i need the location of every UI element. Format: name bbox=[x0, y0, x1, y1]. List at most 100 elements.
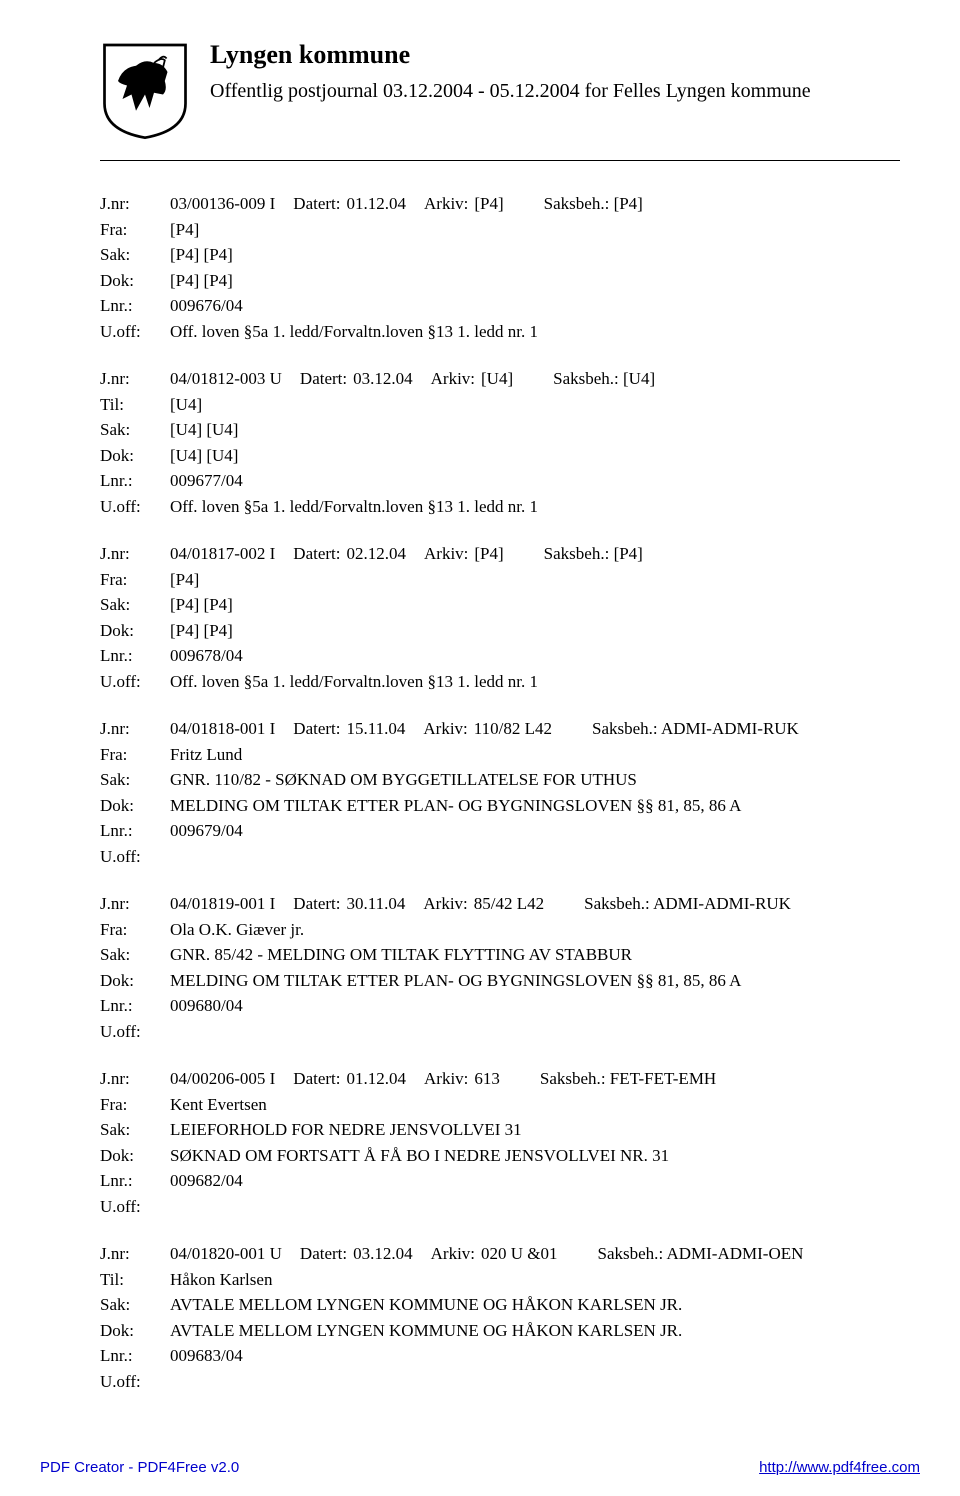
uoff-label: U.off: bbox=[100, 669, 170, 695]
saksbeh-value: : [P4] bbox=[605, 541, 643, 567]
uoff-value: Off. loven §5a 1. ledd/Forvaltn.loven §1… bbox=[170, 494, 900, 520]
uoff-value bbox=[170, 844, 900, 870]
entry-header-line: 04/01817-002 I Datert: 02.12.04 Arkiv: [… bbox=[170, 541, 900, 567]
dok-value: [P4] [P4] bbox=[170, 268, 900, 294]
entry-header-line: 04/01820-001 U Datert: 03.12.04 Arkiv: 0… bbox=[170, 1241, 900, 1267]
saksbeh-value: : ADMI-ADMI-RUK bbox=[645, 891, 791, 917]
datert-label: Datert: bbox=[300, 366, 347, 392]
sak-value: GNR. 110/82 - SØKNAD OM BYGGETILLATELSE … bbox=[170, 767, 900, 793]
party-label: Fra: bbox=[100, 917, 170, 943]
party-label: Til: bbox=[100, 1267, 170, 1293]
dok-value: MELDING OM TILTAK ETTER PLAN- OG BYGNING… bbox=[170, 793, 900, 819]
saksbeh-value: : [P4] bbox=[605, 191, 643, 217]
sak-label: Sak: bbox=[100, 942, 170, 968]
sak-value: GNR. 85/42 - MELDING OM TILTAK FLYTTING … bbox=[170, 942, 900, 968]
saksbeh-label: Saksbeh. bbox=[540, 1066, 601, 1092]
sak-value: AVTALE MELLOM LYNGEN KOMMUNE OG HÅKON KA… bbox=[170, 1292, 900, 1318]
datert-label: Datert: bbox=[300, 1241, 347, 1267]
party-label: Fra: bbox=[100, 742, 170, 768]
uoff-value bbox=[170, 1019, 900, 1045]
uoff-label: U.off: bbox=[100, 1369, 170, 1395]
page-footer: PDF Creator - PDF4Free v2.0 http://www.p… bbox=[0, 1459, 960, 1476]
jnr-value: 03/00136-009 I bbox=[170, 191, 275, 217]
jnr-value: 04/01818-001 I bbox=[170, 716, 275, 742]
uoff-value: Off. loven §5a 1. ledd/Forvaltn.loven §1… bbox=[170, 669, 900, 695]
jnr-label: J.nr: bbox=[100, 891, 170, 917]
sak-label: Sak: bbox=[100, 1117, 170, 1143]
saksbeh-label: Saksbeh. bbox=[598, 1241, 659, 1267]
datert-value: 02.12.04 bbox=[347, 541, 407, 567]
sak-value: [U4] [U4] bbox=[170, 417, 900, 443]
journal-entry: J.nr: 04/01817-002 I Datert: 02.12.04 Ar… bbox=[100, 541, 900, 694]
journal-entry: J.nr: 04/00206-005 I Datert: 01.12.04 Ar… bbox=[100, 1066, 900, 1219]
footer-url: http://www.pdf4free.com bbox=[759, 1459, 920, 1476]
dok-value: [P4] [P4] bbox=[170, 618, 900, 644]
lnr-label: Lnr.: bbox=[100, 993, 170, 1019]
saksbeh-value: : ADMI-ADMI-OEN bbox=[658, 1241, 803, 1267]
lnr-value: 009682/04 bbox=[170, 1168, 900, 1194]
dok-label: Dok: bbox=[100, 1143, 170, 1169]
arkiv-label: Arkiv: bbox=[423, 891, 467, 917]
datert-label: Datert: bbox=[293, 891, 340, 917]
arkiv-label: Arkiv: bbox=[424, 191, 468, 217]
sak-value: [P4] [P4] bbox=[170, 592, 900, 618]
datert-value: 15.11.04 bbox=[347, 716, 406, 742]
entry-header-line: 04/01812-003 U Datert: 03.12.04 Arkiv: [… bbox=[170, 366, 900, 392]
party-label: Til: bbox=[100, 392, 170, 418]
party-label: Fra: bbox=[100, 1092, 170, 1118]
datert-value: 03.12.04 bbox=[353, 366, 413, 392]
uoff-value: Off. loven §5a 1. ledd/Forvaltn.loven §1… bbox=[170, 319, 900, 345]
jnr-label: J.nr: bbox=[100, 1241, 170, 1267]
lnr-label: Lnr.: bbox=[100, 818, 170, 844]
journal-entry: J.nr: 04/01812-003 U Datert: 03.12.04 Ar… bbox=[100, 366, 900, 519]
dok-label: Dok: bbox=[100, 443, 170, 469]
entry-header-line: 04/01819-001 I Datert: 30.11.04 Arkiv: 8… bbox=[170, 891, 900, 917]
entry-header-line: 04/00206-005 I Datert: 01.12.04 Arkiv: 6… bbox=[170, 1066, 900, 1092]
datert-label: Datert: bbox=[293, 191, 340, 217]
party-value: [P4] bbox=[170, 567, 900, 593]
lnr-value: 009678/04 bbox=[170, 643, 900, 669]
datert-value: 03.12.04 bbox=[353, 1241, 413, 1267]
party-value: [U4] bbox=[170, 392, 900, 418]
sak-value: [P4] [P4] bbox=[170, 242, 900, 268]
jnr-label: J.nr: bbox=[100, 541, 170, 567]
saksbeh-label: Saksbeh. bbox=[584, 891, 645, 917]
uoff-label: U.off: bbox=[100, 1019, 170, 1045]
jnr-label: J.nr: bbox=[100, 716, 170, 742]
datert-value: 01.12.04 bbox=[347, 191, 407, 217]
party-label: Fra: bbox=[100, 217, 170, 243]
arkiv-label: Arkiv: bbox=[423, 716, 467, 742]
lnr-value: 009676/04 bbox=[170, 293, 900, 319]
party-label: Fra: bbox=[100, 567, 170, 593]
datert-value: 30.11.04 bbox=[347, 891, 406, 917]
party-value: Ola O.K. Giæver jr. bbox=[170, 917, 900, 943]
dok-label: Dok: bbox=[100, 968, 170, 994]
jnr-value: 04/01819-001 I bbox=[170, 891, 275, 917]
lnr-value: 009679/04 bbox=[170, 818, 900, 844]
sak-label: Sak: bbox=[100, 417, 170, 443]
uoff-value bbox=[170, 1369, 900, 1395]
footer-creator: PDF Creator - PDF4Free v2.0 bbox=[40, 1459, 239, 1476]
party-value: [P4] bbox=[170, 217, 900, 243]
datert-label: Datert: bbox=[293, 1066, 340, 1092]
uoff-label: U.off: bbox=[100, 319, 170, 345]
arkiv-label: Arkiv: bbox=[431, 1241, 475, 1267]
jnr-value: 04/01812-003 U bbox=[170, 366, 282, 392]
lnr-value: 009680/04 bbox=[170, 993, 900, 1019]
sak-value: LEIEFORHOLD FOR NEDRE JENSVOLLVEI 31 bbox=[170, 1117, 900, 1143]
journal-entry: J.nr: 04/01819-001 I Datert: 30.11.04 Ar… bbox=[100, 891, 900, 1044]
dok-label: Dok: bbox=[100, 1318, 170, 1344]
uoff-label: U.off: bbox=[100, 494, 170, 520]
document-header: Lyngen kommune Offentlig postjournal 03.… bbox=[100, 40, 900, 161]
party-value: Kent Evertsen bbox=[170, 1092, 900, 1118]
lnr-label: Lnr.: bbox=[100, 468, 170, 494]
arkiv-value: [P4] bbox=[474, 191, 503, 217]
uoff-label: U.off: bbox=[100, 1194, 170, 1220]
arkiv-value: 85/42 L42 bbox=[474, 891, 544, 917]
arkiv-label: Arkiv: bbox=[431, 366, 475, 392]
arkiv-value: 110/82 L42 bbox=[474, 716, 552, 742]
uoff-label: U.off: bbox=[100, 844, 170, 870]
dok-value: SØKNAD OM FORTSATT Å FÅ BO I NEDRE JENSV… bbox=[170, 1143, 900, 1169]
dok-label: Dok: bbox=[100, 793, 170, 819]
journal-entry: J.nr: 03/00136-009 I Datert: 01.12.04 Ar… bbox=[100, 191, 900, 344]
